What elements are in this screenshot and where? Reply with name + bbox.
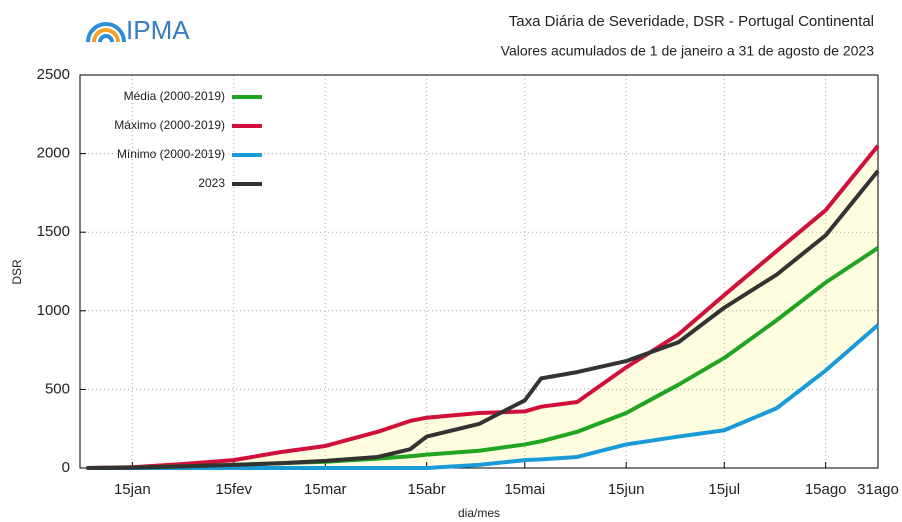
legend-label: Mínimo (2000-2019) [117, 147, 225, 161]
x-tick-label: 15jan [114, 481, 151, 498]
x-tick-label: 15jun [608, 481, 645, 498]
legend-label: 2023 [198, 176, 225, 190]
chart-subtitle: Valores acumulados de 1 de janeiro a 31 … [501, 43, 875, 59]
x-tick-label: 15mai [504, 481, 545, 498]
chart-title: Taxa Diária de Severidade, DSR - Portuga… [509, 13, 874, 30]
logo: IPMA [86, 15, 190, 45]
y-axis-label: DSR [10, 259, 24, 285]
logo-arc [86, 22, 126, 43]
x-tick-label: 15ago [805, 481, 847, 498]
y-tick-label: 1000 [37, 302, 70, 319]
y-tick-label: 2000 [37, 145, 70, 162]
logo-arc [92, 28, 120, 43]
y-tick-label: 0 [62, 459, 70, 476]
x-axis-label: dia/mes [458, 506, 500, 520]
plot-frame [79, 74, 879, 469]
x-tick-label: 15abr [407, 481, 445, 498]
x-tick-label: 31ago [857, 481, 899, 498]
legend-label: Média (2000-2019) [124, 89, 225, 103]
x-tick-label: 15fev [215, 481, 252, 498]
series-line [86, 144, 880, 470]
y-tick-label: 1500 [37, 223, 70, 240]
legend-label: Máximo (2000-2019) [114, 118, 225, 132]
series-line [86, 323, 880, 470]
y-tick-label: 500 [45, 380, 70, 397]
x-tick-label: 15mar [304, 481, 347, 498]
x-tick-label: 15jul [708, 481, 740, 498]
logo-arc [98, 34, 114, 43]
series-line [86, 169, 880, 470]
range-band [86, 145, 878, 469]
y-tick-label: 2500 [37, 66, 70, 83]
logo-text: IPMA [126, 15, 190, 45]
